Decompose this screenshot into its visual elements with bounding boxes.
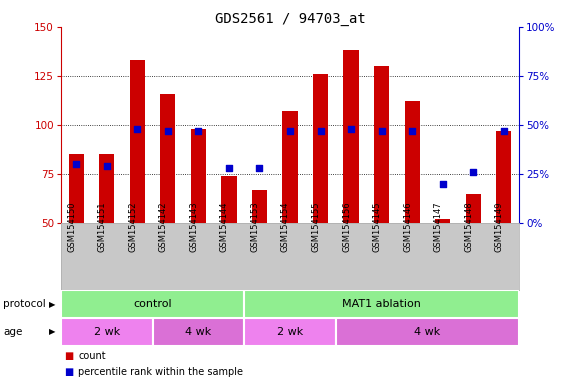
Text: GSM154148: GSM154148 <box>464 201 473 252</box>
Point <box>133 126 142 132</box>
Point <box>346 126 356 132</box>
Text: age: age <box>3 327 22 337</box>
Text: count: count <box>78 351 106 361</box>
Bar <box>313 74 328 223</box>
Text: 4 wk: 4 wk <box>185 327 212 337</box>
Point <box>285 128 295 134</box>
Bar <box>61 318 153 346</box>
Bar <box>343 50 358 223</box>
Text: GSM154143: GSM154143 <box>189 201 198 252</box>
Point <box>102 163 111 169</box>
Text: percentile rank within the sample: percentile rank within the sample <box>78 366 243 377</box>
Bar <box>496 131 512 223</box>
Text: 4 wk: 4 wk <box>414 327 441 337</box>
Point <box>224 165 234 171</box>
Bar <box>99 154 114 223</box>
Text: GSM154154: GSM154154 <box>281 201 290 252</box>
Bar <box>191 129 206 223</box>
Point <box>408 128 417 134</box>
Text: GSM154156: GSM154156 <box>342 201 351 252</box>
Text: 2 wk: 2 wk <box>93 327 120 337</box>
Bar <box>282 111 298 223</box>
Point <box>316 128 325 134</box>
Bar <box>435 219 451 223</box>
Text: GSM154146: GSM154146 <box>403 201 412 252</box>
Text: GSM154150: GSM154150 <box>67 201 76 252</box>
Text: ▶: ▶ <box>49 327 55 336</box>
Text: GSM154144: GSM154144 <box>220 201 229 252</box>
Bar <box>68 154 84 223</box>
Point <box>71 161 81 167</box>
Bar <box>466 194 481 223</box>
Bar <box>336 318 519 346</box>
Text: protocol: protocol <box>3 299 46 309</box>
Bar <box>252 190 267 223</box>
Point <box>438 181 447 187</box>
Text: MAT1 ablation: MAT1 ablation <box>342 299 421 309</box>
Text: GSM154155: GSM154155 <box>311 201 321 252</box>
Bar <box>153 318 244 346</box>
Point <box>194 128 203 134</box>
Text: ▶: ▶ <box>49 300 55 309</box>
Bar <box>374 66 389 223</box>
Text: 2 wk: 2 wk <box>277 327 303 337</box>
Text: control: control <box>133 299 172 309</box>
Text: ■: ■ <box>64 366 73 377</box>
Point <box>469 169 478 175</box>
Text: GSM154145: GSM154145 <box>372 201 382 252</box>
Text: GSM154149: GSM154149 <box>495 201 504 252</box>
Text: GSM154147: GSM154147 <box>434 201 443 252</box>
Text: ■: ■ <box>64 351 73 361</box>
Text: GSM154151: GSM154151 <box>97 201 107 252</box>
Bar <box>405 101 420 223</box>
Text: GSM154142: GSM154142 <box>159 201 168 252</box>
Point <box>499 128 509 134</box>
Bar <box>244 290 519 318</box>
Point <box>377 128 386 134</box>
Text: GSM154153: GSM154153 <box>251 201 259 252</box>
Bar <box>61 290 244 318</box>
Text: GDS2561 / 94703_at: GDS2561 / 94703_at <box>215 12 365 25</box>
Bar <box>222 176 237 223</box>
Bar <box>129 60 145 223</box>
Text: GSM154152: GSM154152 <box>128 201 137 252</box>
Bar <box>160 94 176 223</box>
Bar <box>244 318 336 346</box>
Point <box>255 165 264 171</box>
Point <box>163 128 172 134</box>
